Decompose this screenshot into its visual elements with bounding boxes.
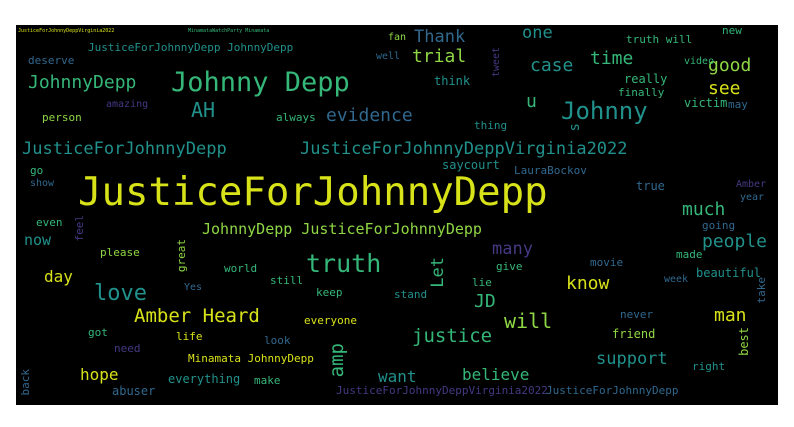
word-truth-will: truth will: [626, 33, 693, 46]
word-one: one: [522, 25, 553, 43]
word-saycourt: saycourt: [442, 158, 500, 172]
word-victim: victim: [684, 96, 728, 110]
word-love: love: [94, 281, 147, 306]
word-going: going: [702, 219, 736, 232]
word-good: good: [708, 55, 752, 76]
word-yes: Yes: [184, 282, 203, 293]
word-day: day: [44, 267, 73, 286]
word-johnny: Johnny: [561, 97, 648, 125]
word-take: take: [755, 277, 768, 304]
word-well: well: [376, 51, 401, 62]
word-much: much: [682, 199, 726, 220]
word-will: will: [504, 309, 553, 333]
word-amber-heard: Amber Heard: [134, 305, 260, 327]
word-back: back: [19, 369, 32, 396]
word-let: Let: [428, 257, 448, 288]
word-made: made: [676, 248, 703, 261]
word-person: person: [42, 111, 82, 124]
word-beautiful: beautiful: [696, 266, 762, 280]
word-got: got: [88, 326, 108, 339]
word-see: see: [708, 78, 741, 99]
word-minamata-jd: Minamata JohnnyDepp: [188, 352, 314, 365]
word-many: many: [492, 239, 533, 259]
word-jfjd-small: JusticeForJohnnyDepp JohnnyDepp: [88, 41, 294, 54]
word-go: go: [30, 164, 44, 177]
word-time: time: [590, 48, 634, 69]
word-stand: stand: [394, 288, 428, 301]
word-thank: Thank: [414, 27, 466, 47]
word-people: people: [702, 231, 768, 252]
word-justice-main: JusticeForJohnnyDepp: [78, 170, 548, 215]
word-really: really: [624, 72, 668, 86]
word-want: want: [378, 367, 417, 386]
word-week: week: [664, 274, 689, 285]
word-life: life: [176, 330, 203, 343]
word-believe: believe: [462, 365, 530, 384]
word-amp: amp: [326, 343, 348, 378]
word-tweet: tweet: [491, 47, 502, 78]
word-man: man: [714, 305, 747, 326]
word-thing: thing: [474, 119, 508, 132]
word-u: u: [526, 91, 537, 112]
word-keep: keep: [316, 286, 343, 299]
word-new: new: [722, 25, 742, 37]
word-top-left: JusticeForJohnnyDeppVirginia2022: [18, 28, 115, 34]
word-lie: lie: [472, 276, 492, 289]
word-true: true: [636, 179, 665, 193]
word-need: need: [114, 342, 141, 355]
word-everything: everything: [168, 372, 241, 386]
word-please: please: [100, 246, 140, 259]
word-never: never: [620, 308, 654, 321]
word-movie: movie: [590, 256, 624, 269]
word-even: even: [36, 216, 63, 229]
word-right: right: [692, 360, 726, 373]
word-truth: truth: [306, 249, 382, 278]
word-ah: AH: [191, 98, 216, 122]
word-laurabockov: LauraBockov: [514, 164, 587, 177]
word-great: great: [175, 239, 188, 273]
word-year: year: [740, 192, 765, 203]
word-look: look: [264, 334, 291, 347]
word-trial: trial: [412, 46, 467, 67]
word-top-mid: MinamataWatchParty Minamata: [188, 28, 270, 34]
word-johnnydepp-1: JohnnyDepp: [28, 72, 137, 93]
word-jfjd-va-1: JusticeForJohnnyDeppVirginia2022: [300, 139, 628, 159]
word-jfjd-va-2: JusticeForJohnnyDeppVirginia2022: [336, 384, 548, 397]
word-now: now: [24, 231, 52, 249]
word-hope: hope: [80, 365, 119, 384]
word-evidence: evidence: [326, 105, 413, 126]
word-always: always: [276, 111, 316, 124]
word-everyone: everyone: [304, 314, 357, 327]
word-johnnydepp-jfjd: JohnnyDepp JusticeForJohnnyDepp: [202, 220, 482, 238]
word-show: show: [30, 178, 55, 189]
word-case: case: [530, 55, 574, 76]
word-fan: fan: [388, 32, 407, 43]
word-give: give: [496, 260, 523, 273]
word-think: think: [434, 74, 471, 88]
word-jfjd-2: JusticeForJohnnyDepp: [546, 384, 679, 397]
word-amazing: amazing: [106, 99, 149, 110]
word-amber: Amber: [736, 179, 767, 190]
word-cloud: JusticeForJohnnyDeppVirginia2022 Minamat…: [16, 25, 778, 405]
word-know: know: [566, 273, 610, 294]
word-s: s: [567, 123, 583, 132]
word-jfjd-1: JusticeForJohnnyDepp: [22, 139, 227, 159]
word-abuser: abuser: [112, 384, 156, 398]
word-video: video: [684, 56, 715, 67]
word-best: best: [737, 327, 751, 356]
word-may: may: [728, 98, 748, 111]
word-finally: finally: [618, 86, 665, 99]
word-friend: friend: [612, 327, 656, 341]
word-make: make: [254, 374, 281, 387]
word-johnny-depp: Johnny Depp: [171, 67, 350, 98]
word-world: world: [224, 262, 258, 275]
word-still: still: [270, 274, 304, 287]
word-feel: feel: [73, 215, 86, 242]
word-support: support: [596, 349, 668, 369]
word-jd: JD: [474, 291, 496, 312]
word-deserve: deserve: [28, 54, 75, 67]
word-justice: justice: [412, 325, 493, 347]
